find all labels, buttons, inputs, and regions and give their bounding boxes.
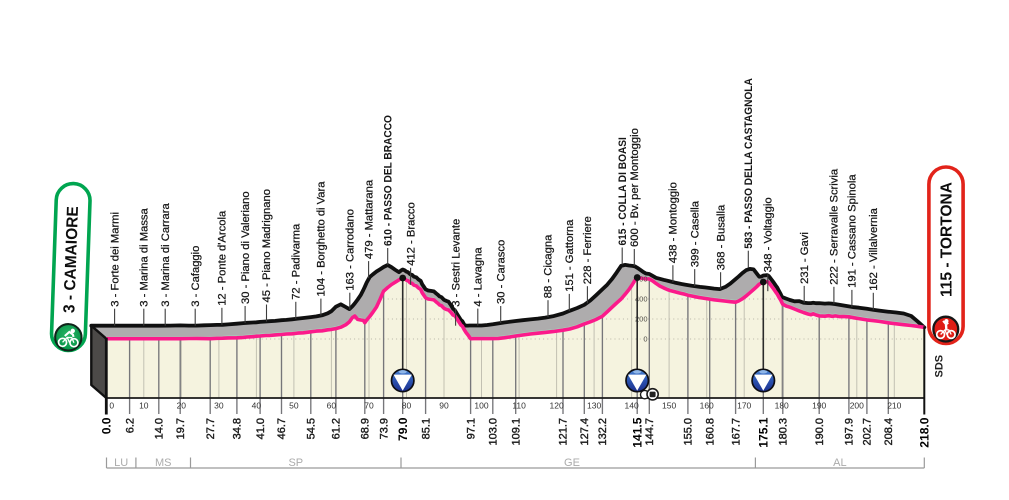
svg-text:228 - Ferriere: 228 - Ferriere [582, 216, 594, 284]
svg-text:115 - TORTONA: 115 - TORTONA [938, 182, 955, 297]
svg-text:85.1: 85.1 [420, 418, 432, 439]
svg-text:610 - PASSO DEL BRACCO: 610 - PASSO DEL BRACCO [383, 115, 394, 246]
svg-text:46.7: 46.7 [276, 418, 288, 439]
svg-text:40: 40 [252, 401, 262, 411]
svg-text:160: 160 [700, 401, 714, 411]
svg-text:180.3: 180.3 [778, 418, 790, 446]
svg-text:79.0: 79.0 [397, 417, 410, 441]
svg-text:3 - Marina di Carrara: 3 - Marina di Carrara [160, 202, 172, 306]
svg-text:103.0: 103.0 [488, 418, 500, 446]
svg-text:90: 90 [439, 401, 449, 411]
svg-text:4 - Lavagna: 4 - Lavagna [473, 246, 485, 306]
svg-text:121.7: 121.7 [558, 418, 570, 446]
svg-text:3 - Sestri Levante: 3 - Sestri Levante [450, 219, 462, 307]
svg-text:LU: LU [114, 457, 128, 469]
svg-text:210: 210 [887, 401, 901, 411]
svg-text:110: 110 [512, 401, 526, 411]
svg-text:45 - Piano Madrignano: 45 - Piano Madrignano [261, 189, 273, 302]
svg-text:3 - CAMAIORE: 3 - CAMAIORE [61, 206, 82, 313]
svg-text:54.5: 54.5 [306, 418, 318, 439]
svg-text:3 - Forte dei Marmi: 3 - Forte dei Marmi [109, 212, 121, 307]
svg-text:348 - Voltaggio: 348 - Voltaggio [763, 197, 775, 272]
svg-text:70: 70 [364, 401, 374, 411]
svg-text:399 - Casella: 399 - Casella [690, 200, 702, 267]
svg-text:127.4: 127.4 [579, 418, 591, 446]
svg-text:130: 130 [587, 401, 601, 411]
svg-text:88 - Cicagna: 88 - Cicagna [543, 234, 555, 298]
svg-text:190.0: 190.0 [814, 418, 826, 446]
svg-text:34.8: 34.8 [232, 418, 244, 439]
svg-text:162 - Villalvernia: 162 - Villalvernia [868, 207, 880, 291]
svg-text:218.0: 218.0 [919, 417, 932, 448]
svg-text:12 - Ponte d'Arcola: 12 - Ponte d'Arcola [217, 210, 229, 306]
svg-text:73.9: 73.9 [378, 418, 390, 439]
svg-text:155.0: 155.0 [683, 418, 695, 446]
svg-text:151 - Gattorna: 151 - Gattorna [564, 219, 576, 292]
svg-text:61.2: 61.2 [331, 418, 343, 439]
svg-text:50: 50 [289, 401, 299, 411]
svg-text:0: 0 [643, 335, 647, 344]
svg-text:412 - Bracco: 412 - Bracco [405, 202, 417, 266]
svg-text:3 - Cafaggio: 3 - Cafaggio [190, 246, 202, 307]
svg-text:6.2: 6.2 [124, 418, 136, 433]
svg-text:132.2: 132.2 [597, 418, 609, 446]
svg-text:368 - Busalla: 368 - Busalla [715, 204, 727, 270]
svg-text:190: 190 [812, 401, 826, 411]
svg-text:600 - Bv. per Montoggio: 600 - Bv. per Montoggio [629, 128, 641, 247]
svg-text:438 - Montoggio: 438 - Montoggio [668, 182, 680, 263]
svg-text:200: 200 [635, 315, 648, 324]
svg-text:0: 0 [109, 401, 114, 411]
svg-text:109.1: 109.1 [510, 418, 522, 446]
svg-text:175.1: 175.1 [758, 417, 771, 448]
svg-text:80: 80 [402, 401, 412, 411]
svg-text:479 - Mattarana: 479 - Mattarana [363, 179, 375, 259]
svg-text:191 - Cassano Spinola: 191 - Cassano Spinola [847, 174, 859, 288]
svg-text:140: 140 [625, 401, 639, 411]
svg-text:100: 100 [474, 401, 488, 411]
svg-text:30: 30 [214, 401, 224, 411]
svg-text:583 - PASSO DELLA CASTAGNOLA: 583 - PASSO DELLA CASTAGNOLA [744, 78, 755, 249]
svg-text:SDS: SDS [934, 355, 946, 378]
svg-text:167.7: 167.7 [730, 418, 742, 446]
svg-text:197.9: 197.9 [844, 418, 856, 446]
svg-text:GE: GE [564, 457, 580, 469]
svg-text:202.7: 202.7 [862, 418, 874, 446]
svg-text:AL: AL [833, 457, 846, 469]
svg-text:3 - Marina di Massa: 3 - Marina di Massa [139, 207, 151, 306]
svg-text:600: 600 [635, 275, 648, 284]
svg-text:120: 120 [550, 401, 564, 411]
svg-text:170: 170 [737, 401, 751, 411]
svg-text:14.0: 14.0 [154, 418, 166, 439]
svg-text:163 - Carrodano: 163 - Carrodano [345, 209, 357, 291]
svg-text:231 - Gavi: 231 - Gavi [799, 232, 811, 284]
svg-text:144.7: 144.7 [644, 418, 656, 446]
svg-text:615 - COLLA DI BOASI: 615 - COLLA DI BOASI [618, 137, 629, 245]
svg-text:30 - Piano di Valeriano: 30 - Piano di Valeriano [240, 191, 252, 304]
svg-text:SP: SP [288, 457, 303, 469]
svg-text:MS: MS [155, 457, 172, 469]
svg-text:208.4: 208.4 [883, 418, 895, 446]
svg-text:19.7: 19.7 [175, 418, 187, 439]
svg-text:68.9: 68.9 [360, 418, 372, 439]
svg-text:10: 10 [139, 401, 149, 411]
svg-text:97.1: 97.1 [465, 418, 477, 439]
svg-text:41.0: 41.0 [255, 418, 267, 439]
svg-text:60: 60 [327, 401, 337, 411]
svg-text:160.8: 160.8 [704, 418, 716, 446]
svg-text:20: 20 [177, 401, 187, 411]
svg-text:400: 400 [635, 295, 648, 304]
svg-text:150: 150 [662, 401, 676, 411]
svg-text:104 - Borghetto di Vara: 104 - Borghetto di Vara [316, 181, 328, 297]
svg-text:27.7: 27.7 [205, 418, 217, 439]
svg-text:222 - Serravalle Scrivia: 222 - Serravalle Scrivia [829, 168, 841, 285]
svg-text:200: 200 [850, 401, 864, 411]
svg-text:141.5: 141.5 [632, 417, 645, 448]
svg-text:30 - Carasco: 30 - Carasco [496, 240, 508, 304]
svg-text:72 - Padivarma: 72 - Padivarma [291, 223, 303, 300]
svg-text:180: 180 [775, 401, 789, 411]
svg-text:0.0: 0.0 [101, 417, 114, 434]
